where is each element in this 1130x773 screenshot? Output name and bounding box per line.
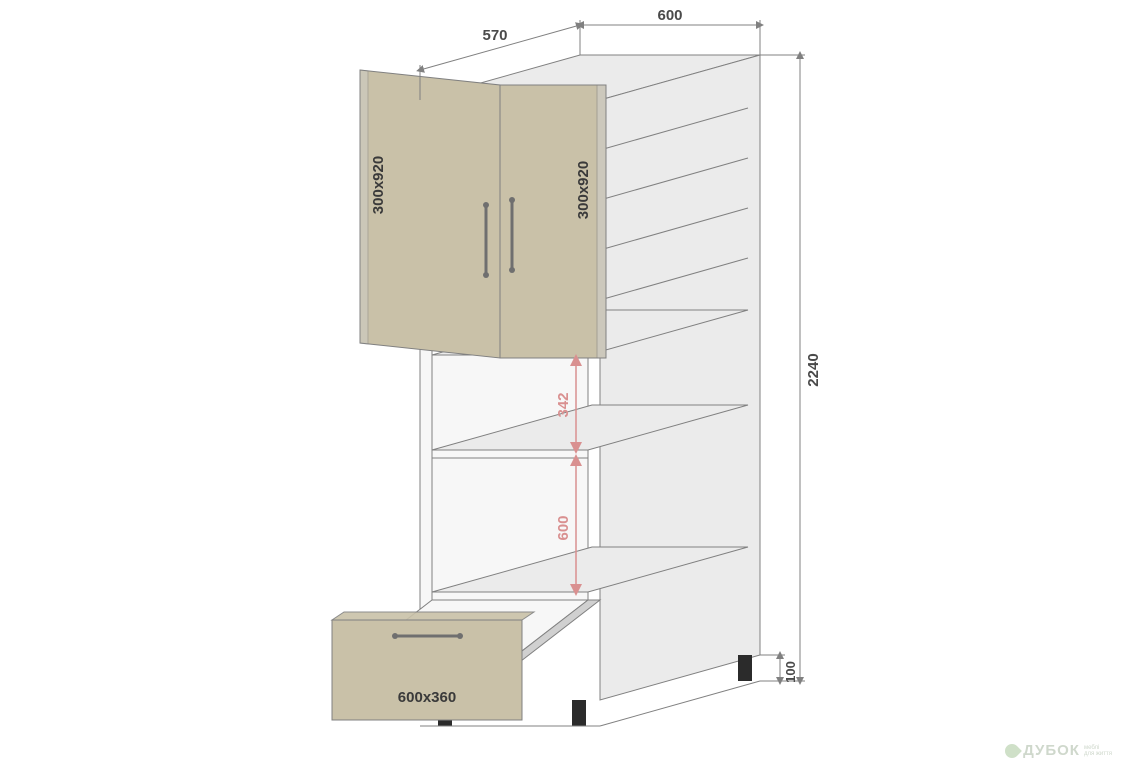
mid-shelf-front xyxy=(432,450,588,458)
dim-width-label: 600 xyxy=(657,7,682,24)
dim-plinth-label: 100 xyxy=(783,661,798,683)
drawer: 600x360 xyxy=(332,600,600,720)
door-right: 300x920 xyxy=(500,85,606,358)
dim-niche-upper-label: 342 xyxy=(555,392,572,417)
dim-height-label: 2240 xyxy=(805,353,822,386)
dim-height: 2240 xyxy=(760,55,822,681)
door-left: 300x920 xyxy=(360,70,500,358)
dim-depth-label: 570 xyxy=(482,27,507,44)
cabinet-diagram: 300x920 300x920 600x360 xyxy=(0,0,1130,773)
side-panel-right xyxy=(600,55,760,700)
dim-niche-lower-label: 600 xyxy=(555,515,572,540)
leaf-icon xyxy=(1002,741,1022,761)
watermark-tag2: для життя xyxy=(1084,751,1112,757)
dim-plinth: 100 xyxy=(760,655,798,683)
drawer-front-label: 600x360 xyxy=(398,689,456,706)
watermark-brand: ДУБОК xyxy=(1023,742,1080,759)
door-right-label: 300x920 xyxy=(575,161,592,219)
watermark: ДУБОК меблі для життя xyxy=(1005,742,1112,759)
dim-width: 600 xyxy=(580,7,760,55)
lower-shelf-front xyxy=(432,592,588,600)
door-left-label: 300x920 xyxy=(370,156,387,214)
